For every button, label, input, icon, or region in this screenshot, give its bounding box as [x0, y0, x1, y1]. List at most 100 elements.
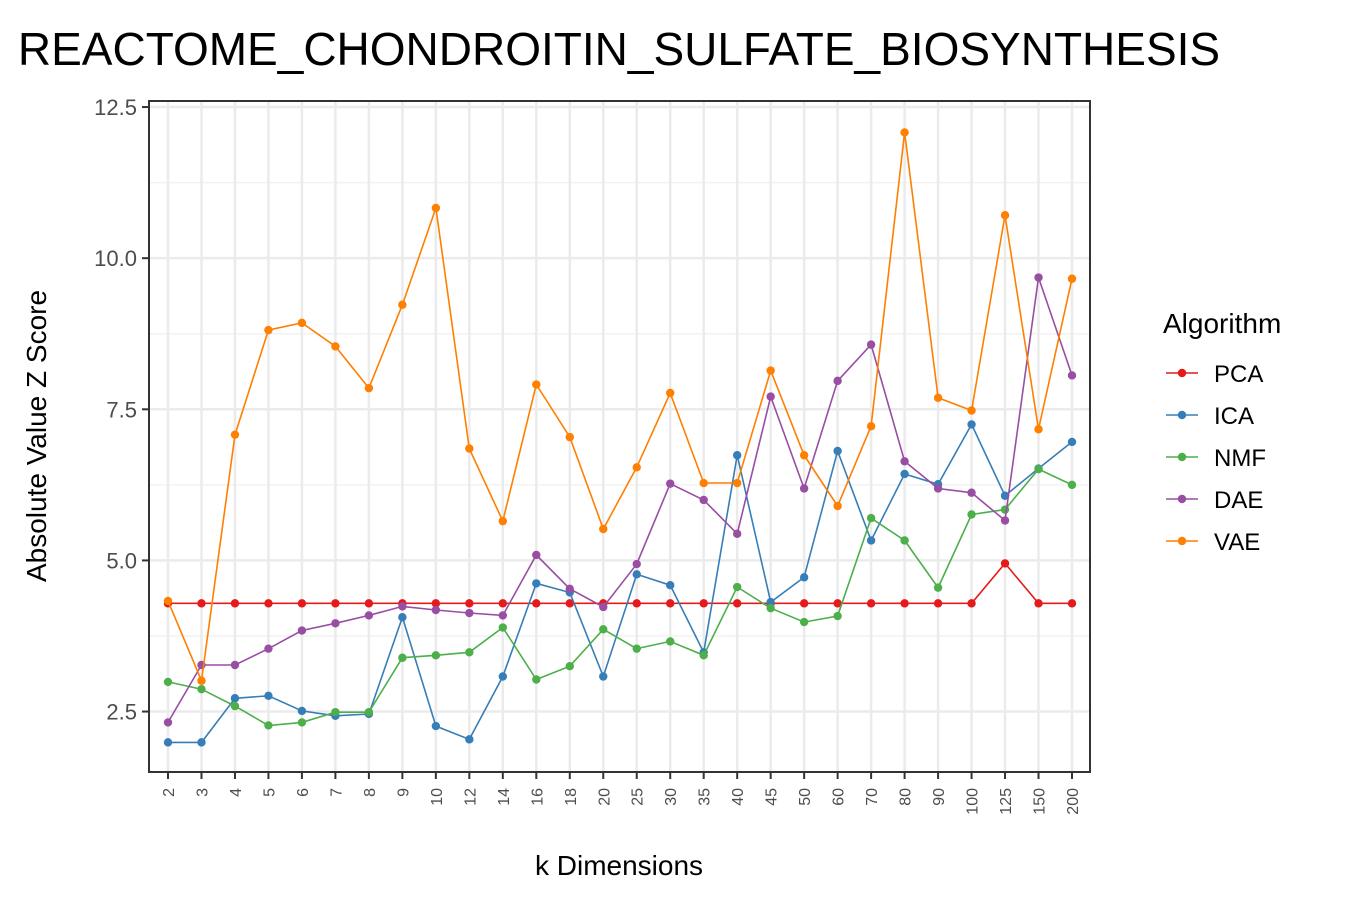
data-point-vae: [498, 516, 508, 526]
x-tick-label: 5: [261, 788, 278, 797]
x-axis-title: k Dimensions: [535, 850, 703, 881]
data-point-ica: [632, 570, 641, 579]
series-dae: [163, 273, 1077, 727]
legend-marker: [1177, 410, 1187, 420]
x-axis-ticks: 2 3 4 5 6 7 8 9 10 12 14 16 18 20 25 30 35 40 45 50 60 70 80 90…: [161, 772, 1082, 815]
data-point-dae: [1000, 516, 1010, 525]
data-point-pca: [431, 599, 441, 608]
data-point-nmf: [264, 721, 273, 730]
x-tick-label: 100: [965, 788, 982, 815]
legend-label: VAE: [1214, 529, 1260, 556]
data-point-vae: [900, 128, 909, 137]
data-point-pca: [331, 599, 340, 608]
data-point-nmf: [1000, 505, 1010, 514]
data-point-vae: [431, 203, 441, 213]
data-point-vae: [565, 432, 574, 442]
y-tick-label: 2.5: [106, 700, 137, 725]
data-point-ica: [197, 738, 206, 747]
data-point-dae: [933, 484, 943, 493]
data-point-ica: [465, 735, 474, 744]
data-point-nmf: [833, 611, 842, 621]
data-point-nmf: [967, 510, 976, 519]
x-tick-label: 25: [630, 788, 647, 806]
data-point-ica: [732, 451, 742, 460]
data-point-dae: [398, 602, 407, 611]
data-point-pca: [632, 599, 641, 608]
legend-marker: [1177, 368, 1187, 378]
legend-label: PCA: [1214, 361, 1263, 388]
legend-label: NMF: [1214, 445, 1266, 472]
data-point-ica: [1067, 437, 1077, 447]
data-point-vae: [866, 422, 876, 431]
data-point-nmf: [933, 583, 943, 592]
data-point-dae: [498, 611, 508, 620]
x-tick-label: 40: [730, 788, 747, 806]
legend-marker: [1177, 452, 1187, 462]
chart-title: REACTOME_CHONDROITIN_SULFATE_BIOSYNTHESI…: [18, 23, 1220, 75]
data-point-vae: [666, 388, 675, 398]
data-point-pca: [866, 599, 876, 608]
data-point-nmf: [465, 648, 474, 657]
data-point-pca: [498, 599, 508, 608]
data-point-nmf: [498, 623, 508, 632]
legend-item-nmf: NMF: [1166, 445, 1266, 472]
data-point-vae: [967, 406, 976, 415]
data-point-dae: [1067, 371, 1077, 380]
x-tick-label: 80: [898, 788, 915, 806]
x-tick-label: 90: [931, 788, 948, 806]
x-tick-label: 150: [1032, 788, 1049, 815]
data-point-nmf: [732, 582, 742, 592]
y-axis-ticks: 2.5 5.0 7.5 10.0 12.5: [94, 95, 149, 725]
legend-marker: [1177, 494, 1187, 504]
x-tick-label: 45: [764, 788, 781, 806]
data-point-pca: [297, 599, 307, 608]
data-point-dae: [666, 479, 675, 488]
y-tick-label: 5.0: [106, 548, 137, 573]
legend: Algorithm PCA ICA NMF DAE VAE: [1163, 308, 1281, 556]
x-tick-label: 10: [429, 788, 446, 806]
data-point-nmf: [331, 707, 340, 717]
data-point-ica: [900, 469, 909, 479]
data-point-vae: [264, 325, 273, 335]
series-line-pca: [168, 562, 1072, 605]
data-point-vae: [766, 366, 775, 375]
data-point-nmf: [532, 675, 541, 684]
data-point-pca: [799, 599, 809, 608]
data-point-vae: [465, 444, 474, 453]
x-tick-label: 9: [395, 788, 412, 797]
x-tick-label: 4: [228, 788, 245, 797]
data-point-ica: [1000, 491, 1010, 500]
data-point-pca: [900, 599, 909, 608]
data-point-pca: [565, 599, 574, 608]
data-point-dae: [264, 644, 273, 653]
legend-item-pca: PCA: [1166, 361, 1263, 388]
x-tick-label: 200: [1065, 788, 1082, 815]
data-point-ica: [431, 721, 441, 731]
data-point-vae: [833, 501, 842, 511]
data-point-pca: [833, 599, 842, 608]
data-point-pca: [1067, 599, 1077, 608]
data-point-ica: [766, 597, 775, 607]
x-tick-label: 7: [328, 788, 345, 797]
series-line-ica: [168, 422, 1073, 744]
legend-item-ica: ICA: [1166, 403, 1254, 430]
data-point-vae: [297, 318, 307, 328]
x-tick-label: 60: [831, 788, 848, 806]
x-tick-label: 12: [462, 788, 479, 806]
data-point-pca: [532, 599, 541, 608]
data-point-nmf: [565, 662, 574, 671]
x-tick-label: 70: [864, 788, 881, 806]
data-point-ica: [163, 738, 173, 747]
data-point-vae: [799, 451, 809, 460]
data-point-dae: [331, 619, 340, 628]
data-point-vae: [398, 300, 407, 309]
x-tick-label: 8: [362, 788, 379, 797]
data-point-ica: [230, 694, 240, 703]
data-point-nmf: [632, 644, 641, 653]
data-point-ica: [398, 613, 407, 622]
x-tick-label: 20: [596, 788, 613, 806]
data-point-vae: [1034, 425, 1043, 434]
data-point-vae: [197, 676, 206, 685]
x-tick-label: 14: [496, 788, 513, 806]
x-tick-label: 16: [529, 788, 546, 806]
